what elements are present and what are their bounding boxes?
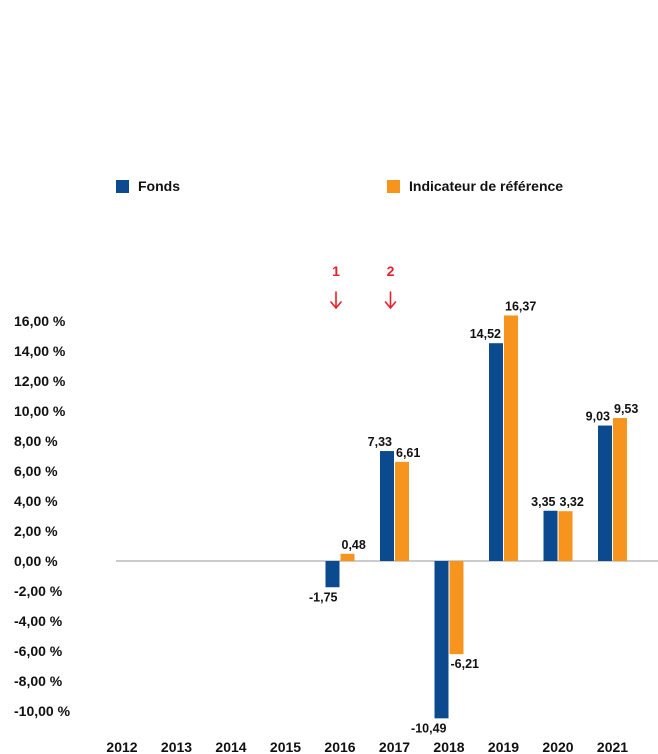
y-tick-label: -6,00 % (14, 643, 63, 659)
y-tick-label: 12,00 % (14, 373, 66, 389)
bar-indicateur (395, 461, 409, 561)
x-tick-label: 2015 (270, 739, 301, 754)
marker-number: 1 (332, 263, 340, 279)
y-tick-label: 6,00 % (14, 463, 58, 479)
x-tick-label: 2017 (379, 739, 410, 754)
data-label: 6,61 (396, 446, 420, 460)
bar-fonds (543, 510, 558, 561)
bar-indicateur (449, 561, 464, 655)
data-label: 0,48 (342, 538, 366, 552)
legend-swatch-fonds (116, 179, 129, 193)
y-tick-label: -2,00 % (14, 583, 63, 599)
legend-label-indicateur: Indicateur de référence (409, 178, 564, 194)
x-tick-label: 2018 (433, 739, 464, 754)
x-tick-label: 2014 (215, 739, 246, 754)
data-label: -6,21 (451, 657, 480, 671)
data-label: -10,49 (411, 721, 446, 735)
data-label: 16,37 (505, 299, 536, 313)
legend-swatch-indicateur (387, 179, 400, 193)
x-tick-label: 2013 (161, 739, 192, 754)
marker-number: 2 (387, 263, 395, 279)
bar-fonds (489, 343, 503, 561)
data-label: 3,32 (560, 495, 584, 509)
y-tick-label: 8,00 % (14, 433, 58, 449)
y-tick-label: 14,00 % (14, 343, 66, 359)
bar-fonds (325, 561, 340, 588)
data-label: 9,03 (586, 410, 610, 424)
data-label: 14,52 (470, 327, 501, 341)
y-tick-label: 2,00 % (14, 523, 58, 539)
x-tick-label: 2012 (106, 739, 137, 754)
data-label: 9,53 (614, 402, 638, 416)
legend-label-fonds: Fonds (138, 178, 180, 194)
y-tick-label: -10,00 % (14, 703, 71, 719)
y-tick-label: -4,00 % (14, 613, 63, 629)
y-tick-label: 16,00 % (14, 313, 66, 329)
down-arrow-icon (384, 291, 397, 310)
bar-indicateur (340, 553, 355, 561)
down-arrow-icon (330, 291, 342, 310)
x-tick-label: 2019 (488, 739, 519, 754)
bar-fonds (434, 561, 449, 719)
y-tick-label: -8,00 % (14, 673, 63, 689)
data-label: 3,35 (531, 495, 555, 509)
x-tick-label: 2021 (597, 739, 628, 754)
bar-indicateur (558, 511, 573, 561)
data-label: -1,75 (309, 590, 338, 604)
bar-indicateur (613, 418, 627, 561)
legend-item-fonds: Fonds (116, 178, 180, 194)
x-tick-label: 2016 (324, 739, 355, 754)
legend-item-indicateur: Indicateur de référence (387, 178, 563, 194)
data-label: 7,33 (368, 435, 392, 449)
y-tick-label: 0,00 % (14, 553, 58, 569)
bar-fonds (598, 425, 612, 561)
y-tick-label: 4,00 % (14, 493, 58, 509)
bar-fonds (380, 451, 394, 561)
bar-indicateur (504, 315, 518, 561)
x-tick-label: 2020 (542, 739, 573, 754)
y-tick-label: 10,00 % (14, 403, 66, 419)
